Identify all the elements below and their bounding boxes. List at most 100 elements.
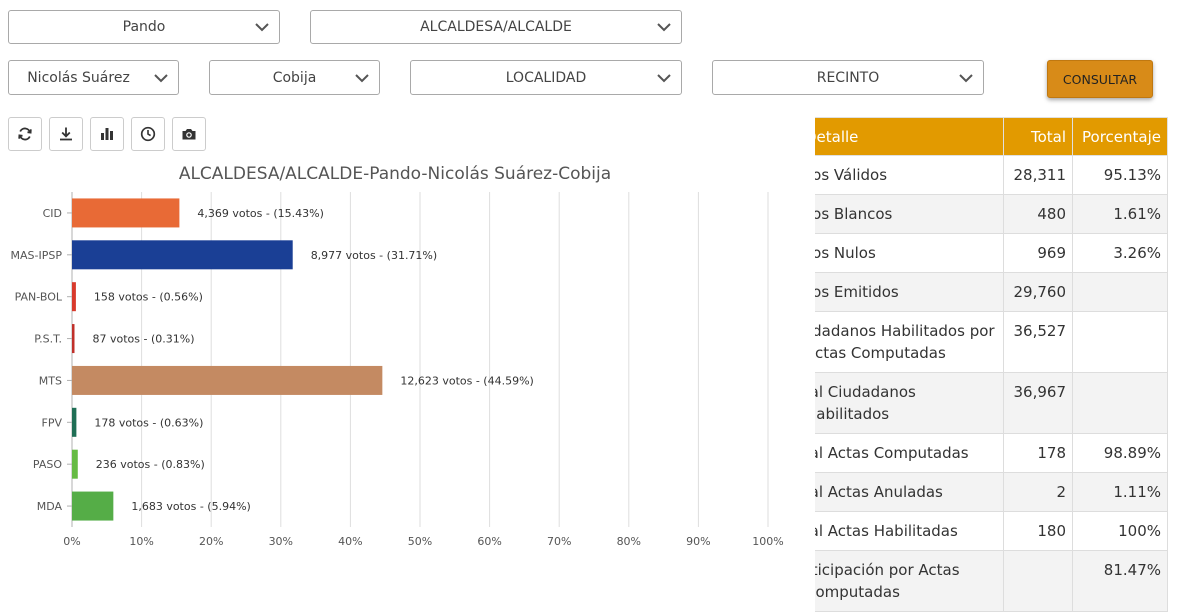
- results-bar-chart: ALCALDESA/ALCALDE-Pando-Nicolás Suárez-C…: [11, 164, 784, 548]
- refresh-icon: [18, 127, 32, 141]
- refresh-button[interactable]: [8, 117, 42, 151]
- row-label: Votos Válidos: [815, 155, 1004, 195]
- x-tick-label: 70%: [547, 535, 571, 548]
- locality-select[interactable]: LOCALIDAD: [410, 60, 682, 95]
- bar-mts[interactable]: [72, 365, 383, 395]
- row-percentage: 95.13%: [1072, 155, 1168, 195]
- chart-toolbar: [8, 117, 213, 151]
- row-percentage: 98.89%: [1072, 433, 1168, 473]
- results-table: Detalle Total Porcentaje Votos Válidos 2…: [815, 117, 1168, 612]
- category-label: MAS-IPSP: [11, 249, 63, 262]
- chart-title: ALCALDESA/ALCALDE-Pando-Nicolás Suárez-C…: [179, 164, 611, 184]
- bar-chart-icon: [101, 128, 113, 140]
- category-label: PAN-BOL: [15, 291, 63, 304]
- province-value: Nicolás Suárez: [27, 69, 130, 86]
- table-row: Ciudadanos Habilitados por Actas Computa…: [815, 311, 1168, 373]
- data-label: 8,977 votos - (31.71%): [311, 249, 438, 262]
- row-label: Votos Nulos: [815, 233, 1004, 273]
- department-select[interactable]: Pando: [8, 10, 280, 44]
- row-label: Total Actas Computadas: [815, 433, 1004, 473]
- row-label: Total Actas Habilitadas: [815, 511, 1004, 551]
- x-tick-label: 0%: [63, 535, 80, 548]
- bar-fpv[interactable]: [72, 407, 77, 437]
- row-total: 29,760: [1003, 272, 1073, 312]
- row-percentage: 1.11%: [1072, 472, 1168, 512]
- table-row: Total Actas Anuladas 2 1.11%: [815, 472, 1168, 512]
- category-label: CID: [43, 207, 62, 220]
- chevron-down-icon: [959, 73, 973, 82]
- x-tick-label: 10%: [129, 535, 153, 548]
- row-label: Total Actas Anuladas: [815, 472, 1004, 512]
- data-label: 178 votos - (0.63%): [94, 416, 203, 429]
- data-label: 236 votos - (0.83%): [96, 458, 205, 471]
- row-percentage: 3.26%: [1072, 233, 1168, 273]
- table-row: Votos Nulos 969 3.26%: [815, 233, 1168, 273]
- locality-value: LOCALIDAD: [505, 69, 587, 86]
- bar-mda[interactable]: [72, 491, 114, 521]
- precinct-select[interactable]: RECINTO: [712, 60, 984, 95]
- chevron-down-icon: [255, 23, 269, 32]
- municipality-value: Cobija: [272, 69, 317, 86]
- row-total: 178: [1003, 433, 1073, 473]
- municipality-select[interactable]: Cobija: [209, 60, 380, 95]
- results-table-container: Detalle Total Porcentaje Votos Válidos 2…: [815, 117, 1185, 612]
- row-total: 480: [1003, 194, 1073, 234]
- row-total: 36,967: [1003, 372, 1073, 434]
- bar-cid[interactable]: [72, 198, 180, 228]
- table-row: Participación por Actas Computadas 81.47…: [815, 550, 1168, 612]
- clock-icon: [140, 126, 156, 142]
- data-label: 87 votos - (0.31%): [93, 333, 195, 346]
- download-button[interactable]: [49, 117, 83, 151]
- x-tick-label: 50%: [408, 535, 432, 548]
- row-total: [1003, 550, 1073, 612]
- header-detail: Detalle: [815, 117, 1004, 156]
- bar-p-s-t[interactable]: [72, 324, 75, 354]
- table-row: Votos Válidos 28,311 95.13%: [815, 155, 1168, 195]
- data-label: 4,369 votos - (15.43%): [197, 207, 324, 220]
- chevron-down-icon: [154, 73, 168, 82]
- row-percentage: 81.47%: [1072, 550, 1168, 612]
- data-label: 1,683 votos - (5.94%): [131, 500, 251, 513]
- precinct-value: RECINTO: [816, 69, 880, 86]
- row-percentage: [1072, 272, 1168, 312]
- table-header-row: Detalle Total Porcentaje: [815, 117, 1168, 156]
- row-total: 36,527: [1003, 311, 1073, 373]
- camera-icon: [182, 129, 196, 140]
- chevron-down-icon: [355, 73, 369, 82]
- category-label: P.S.T.: [34, 333, 62, 346]
- row-percentage: [1072, 372, 1168, 434]
- consult-button[interactable]: CONSULTAR: [1047, 60, 1153, 98]
- chevron-down-icon: [657, 73, 671, 82]
- table-row: Total Ciudadanos Habilitados 36,967: [815, 372, 1168, 434]
- history-button[interactable]: [131, 117, 165, 151]
- row-label: Participación por Actas Computadas: [815, 550, 1004, 612]
- data-label: 158 votos - (0.56%): [94, 291, 203, 304]
- province-select[interactable]: Nicolás Suárez: [8, 60, 179, 95]
- category-label: MDA: [37, 500, 63, 513]
- data-label: 12,623 votos - (44.59%): [400, 374, 534, 387]
- department-value: Pando: [122, 19, 166, 35]
- bar-mas-ipsp[interactable]: [72, 240, 293, 270]
- screenshot-button[interactable]: [172, 117, 206, 151]
- row-label: Ciudadanos Habilitados por Actas Computa…: [815, 311, 1004, 373]
- bar-pan-bol[interactable]: [72, 282, 76, 312]
- x-tick-label: 20%: [199, 535, 223, 548]
- row-percentage: 100%: [1072, 511, 1168, 551]
- bar-chart-button[interactable]: [90, 117, 124, 151]
- table-row: Votos Blancos 480 1.61%: [815, 194, 1168, 234]
- table-row: Total Actas Habilitadas 180 100%: [815, 511, 1168, 551]
- row-total: 28,311: [1003, 155, 1073, 195]
- row-label: Votos Emitidos: [815, 272, 1004, 312]
- bar-paso[interactable]: [72, 449, 78, 479]
- position-select[interactable]: ALCALDESA/ALCALDE: [310, 10, 682, 44]
- header-total: Total: [1003, 117, 1073, 156]
- row-total: 2: [1003, 472, 1073, 512]
- x-tick-label: 90%: [686, 535, 710, 548]
- category-label: MTS: [39, 374, 62, 387]
- row-total: 969: [1003, 233, 1073, 273]
- chevron-down-icon: [657, 23, 671, 32]
- table-row: Total Actas Computadas 178 98.89%: [815, 433, 1168, 473]
- x-tick-label: 40%: [338, 535, 362, 548]
- table-row: Votos Emitidos 29,760: [815, 272, 1168, 312]
- category-label: PASO: [33, 458, 62, 471]
